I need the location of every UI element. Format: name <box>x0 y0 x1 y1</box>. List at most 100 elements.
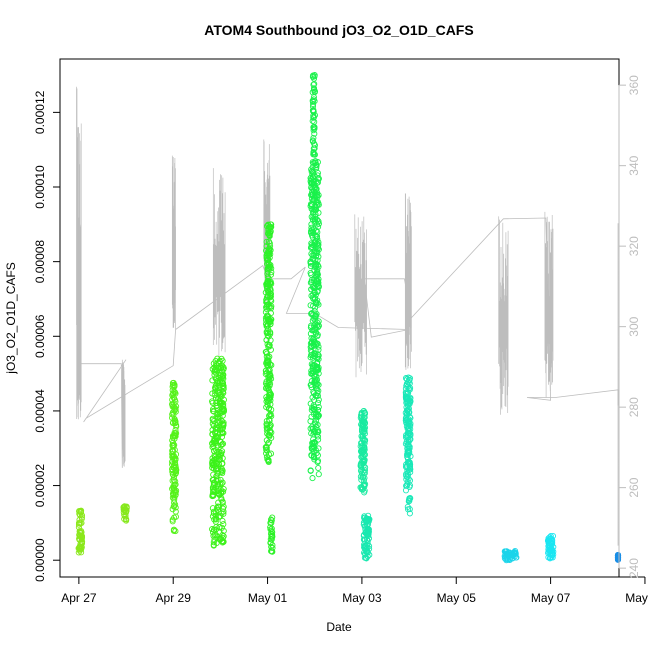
data-point <box>267 519 274 526</box>
data-point <box>264 402 271 409</box>
data-point <box>172 528 179 535</box>
data-point <box>309 186 316 193</box>
data-point <box>314 452 321 459</box>
data-point <box>313 277 320 284</box>
data-point <box>307 354 314 361</box>
data-point <box>361 425 368 432</box>
data-point <box>76 520 83 527</box>
data-point <box>171 502 178 509</box>
data-point <box>214 425 221 432</box>
right-y-tick-label: 280 <box>627 397 641 417</box>
data-point <box>361 481 368 488</box>
data-point <box>219 429 226 436</box>
data-point <box>402 409 409 416</box>
data-point <box>309 370 316 377</box>
data-point <box>311 379 318 386</box>
point-cluster-10 <box>402 374 414 517</box>
data-point <box>215 453 222 460</box>
data-point <box>263 317 270 324</box>
data-point <box>309 475 316 482</box>
right-y-tick-label: 360 <box>627 75 641 95</box>
data-point <box>313 185 320 192</box>
data-point <box>311 140 318 147</box>
data-point <box>122 512 129 519</box>
right-y-tick-label: 320 <box>627 236 641 256</box>
data-point <box>265 439 272 446</box>
data-point <box>267 422 274 429</box>
data-point <box>220 508 227 515</box>
y-tick-label: 0.00002 <box>33 464 47 508</box>
data-point <box>313 363 321 370</box>
point-cluster-9 <box>360 512 373 562</box>
data-point <box>267 285 274 292</box>
data-point <box>315 239 322 246</box>
data-point <box>218 490 225 497</box>
data-point <box>310 448 317 455</box>
data-point <box>310 197 317 204</box>
data-point <box>263 444 270 451</box>
temperature-spikes-8 <box>544 211 554 398</box>
data-point <box>315 471 322 478</box>
y-tick-label: 0.00008 <box>33 240 47 284</box>
data-point <box>77 512 84 519</box>
data-point <box>267 247 274 254</box>
data-point <box>503 554 511 561</box>
data-point <box>169 506 176 513</box>
data-point <box>312 262 319 269</box>
data-point <box>364 531 371 539</box>
data-point <box>361 445 368 452</box>
data-point <box>308 310 316 317</box>
y-tick-label: 0.00006 <box>33 314 47 358</box>
data-point <box>313 281 320 288</box>
data-point <box>309 441 316 448</box>
data-point <box>268 536 275 543</box>
data-point <box>268 527 275 534</box>
data-point <box>407 469 414 476</box>
data-point <box>309 367 316 374</box>
data-point <box>268 221 275 228</box>
data-point <box>406 376 413 383</box>
data-point <box>219 440 227 447</box>
data-point <box>309 327 316 334</box>
data-point <box>407 466 414 473</box>
data-point <box>308 240 315 247</box>
data-point <box>265 256 272 263</box>
data-point <box>169 434 177 441</box>
point-cluster-13 <box>614 551 622 563</box>
data-point <box>77 529 84 536</box>
data-point <box>212 508 219 515</box>
data-point <box>210 492 217 499</box>
point-cluster-0 <box>75 507 86 556</box>
data-point <box>267 450 275 457</box>
data-point <box>268 548 275 555</box>
data-point <box>210 465 217 472</box>
data-point <box>211 448 218 455</box>
y-axis: 0.00000 0.00002 0.00004 0.00006 0.00008 0.000… <box>33 90 61 582</box>
data-point <box>311 130 318 137</box>
data-point <box>171 417 178 424</box>
data-point <box>269 544 276 552</box>
data-point <box>307 418 314 425</box>
data-point <box>360 457 368 464</box>
data-point <box>307 400 314 407</box>
data-point <box>264 430 271 437</box>
data-point <box>215 483 222 490</box>
data-point <box>310 124 317 131</box>
data-point <box>312 256 319 263</box>
data-point <box>360 532 367 539</box>
data-point <box>402 385 409 392</box>
data-point <box>210 360 217 367</box>
data-point <box>360 422 367 429</box>
data-point <box>216 456 223 463</box>
data-point <box>307 347 314 354</box>
data-point <box>313 233 321 240</box>
data-point <box>405 498 412 505</box>
data-point <box>213 399 220 406</box>
data-point <box>361 554 368 561</box>
data-point <box>313 192 321 199</box>
data-point <box>220 521 227 528</box>
data-point <box>312 411 319 418</box>
data-point <box>172 455 179 463</box>
